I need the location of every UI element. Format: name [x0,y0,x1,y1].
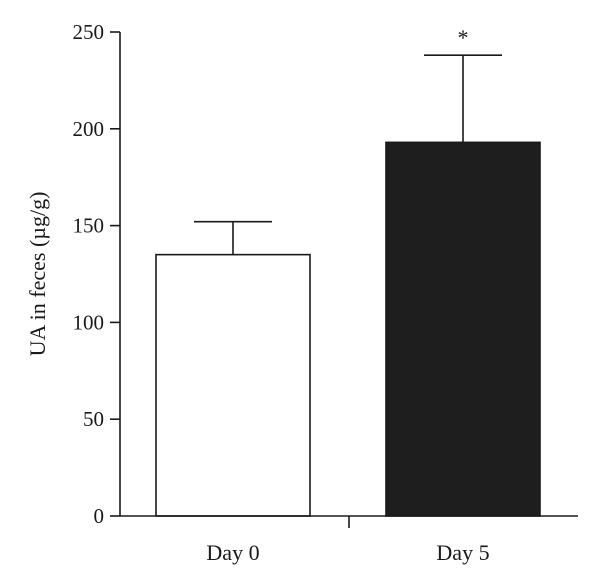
category-label: Day 5 [436,540,489,565]
y-tick-label: 100 [73,310,105,334]
significance-markers: * [458,25,469,50]
y-axis-title: UA in feces (µg/g) [25,192,50,357]
category-labels: Day 0 Day 5 [206,540,489,565]
y-tick-label: 150 [73,214,105,238]
bars [155,141,541,517]
y-tick-label: 50 [83,407,104,431]
bar-day-5 [385,141,541,517]
y-tick-label: 0 [94,504,105,528]
significance-asterisk: * [458,25,469,50]
y-axis-ticks: 0 50 100 150 200 250 [73,20,120,528]
error-bars [194,54,502,255]
category-label: Day 0 [206,540,259,565]
bar-day-0 [155,253,311,517]
y-tick-label: 200 [73,117,105,141]
y-tick-label: 250 [73,20,105,44]
